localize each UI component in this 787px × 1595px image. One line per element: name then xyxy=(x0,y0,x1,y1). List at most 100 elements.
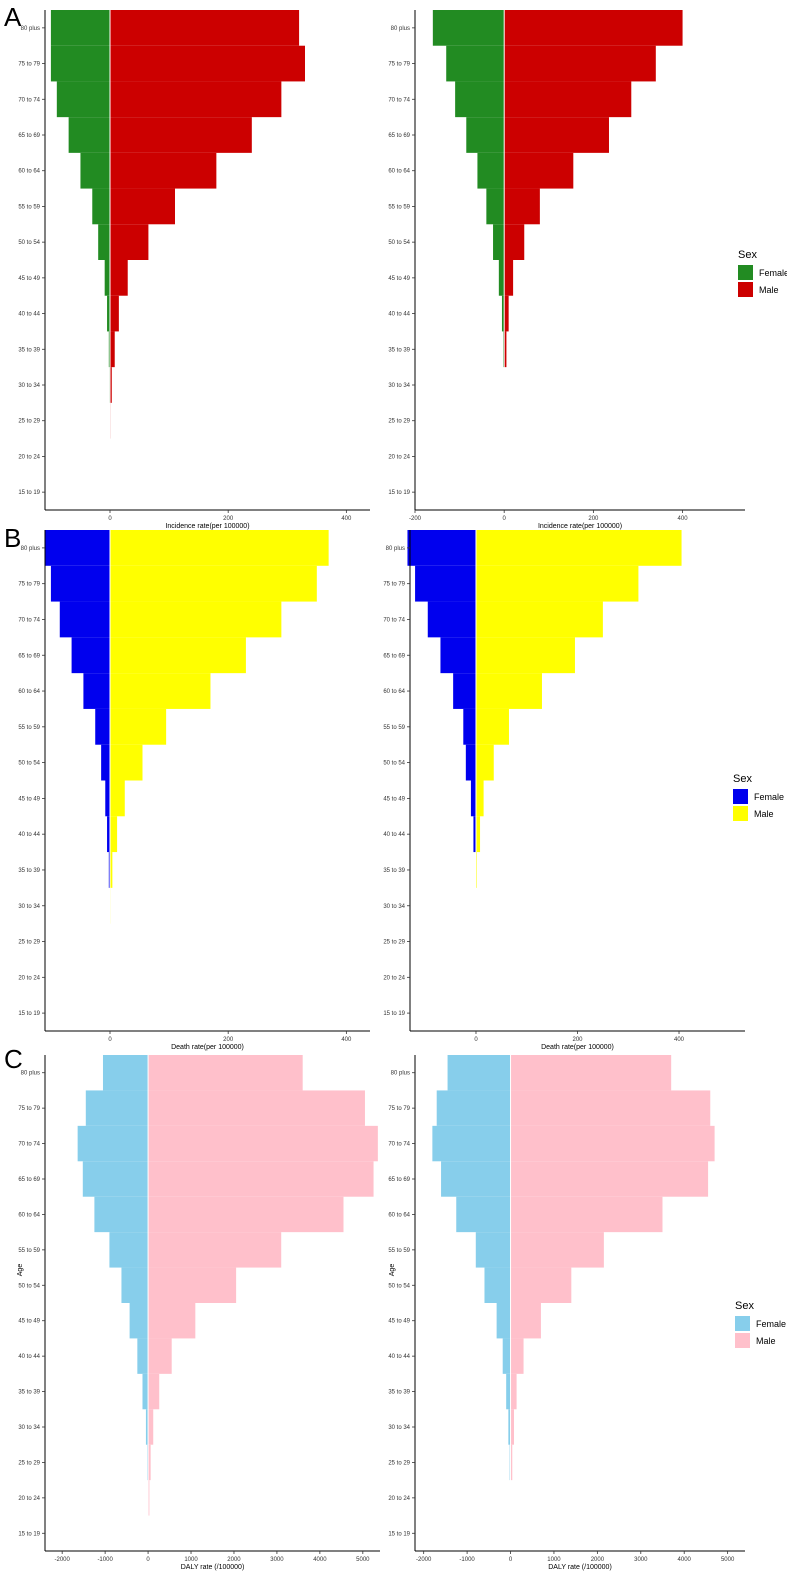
y-tick-label: 70 to 74 xyxy=(18,97,40,103)
y-tick-label: 50 to 54 xyxy=(383,761,405,767)
y-tick-label: 35 to 39 xyxy=(18,868,40,874)
bar-male xyxy=(148,1338,172,1374)
bar-male xyxy=(504,295,509,332)
x-axis-title: Death rate(per 100000) xyxy=(541,1044,614,1051)
bar-female xyxy=(56,81,110,118)
y-tick-label: 60 to 64 xyxy=(18,169,40,175)
y-tick-label: 45 to 49 xyxy=(18,1319,40,1325)
bar-female xyxy=(142,1373,149,1410)
y-tick-label: 30 to 34 xyxy=(383,904,405,910)
legend-label-male: Male xyxy=(754,809,774,819)
bar-male xyxy=(475,637,575,674)
legend-title: Sex xyxy=(733,773,752,785)
y-tick-label: 40 to 44 xyxy=(18,312,40,318)
legend-a: Sex Female Male xyxy=(738,249,787,297)
x-tick-label: 1000 xyxy=(184,1557,198,1563)
y-tick-label: 15 to 19 xyxy=(383,1011,405,1017)
bar-male xyxy=(148,1055,303,1091)
y-tick-label: 20 to 24 xyxy=(18,1496,40,1502)
y-tick-label: 50 to 54 xyxy=(388,1283,410,1289)
legend-label-male: Male xyxy=(759,285,779,295)
bar-male xyxy=(475,673,542,709)
y-tick-label: 60 to 64 xyxy=(18,1212,40,1218)
bar-female xyxy=(441,1161,511,1197)
bar-male xyxy=(510,1232,604,1268)
bar-female xyxy=(440,637,476,674)
bar-male xyxy=(110,224,149,260)
bar-male xyxy=(475,530,682,566)
bar-male xyxy=(510,1444,513,1481)
bar-male xyxy=(148,1090,365,1126)
y-tick-label: 30 to 34 xyxy=(18,904,40,910)
bar-female xyxy=(108,331,110,368)
y-tick-label: 65 to 69 xyxy=(383,653,405,659)
bar-male xyxy=(110,295,119,332)
y-tick-label: 15 to 19 xyxy=(388,1531,410,1537)
bar-female xyxy=(508,1409,511,1445)
bar-female xyxy=(137,1338,149,1374)
bar-female xyxy=(493,224,505,260)
bar-female xyxy=(104,260,110,296)
pyramid-chart-6: 15 to 19 20 to 24 25 to 29 30 to 34 35 to 39… xyxy=(388,1055,745,1571)
x-tick-label: 0 xyxy=(146,1557,150,1563)
bar-male xyxy=(510,1338,524,1374)
x-tick-label: 4000 xyxy=(678,1557,692,1563)
bar-female xyxy=(121,1267,149,1303)
bar-female xyxy=(50,565,110,602)
y-tick-label: 15 to 19 xyxy=(388,490,410,496)
bar-female xyxy=(80,152,110,189)
bar-male xyxy=(510,1373,517,1410)
bar-female xyxy=(455,81,505,118)
legend-title: Sex xyxy=(738,249,757,261)
bar-female xyxy=(484,1267,511,1303)
y-tick-label: 15 to 19 xyxy=(18,1011,40,1017)
bar-female xyxy=(145,1409,149,1445)
legend-swatch-male xyxy=(733,806,748,821)
bar-female xyxy=(98,224,110,260)
y-tick-label: 45 to 49 xyxy=(388,276,410,282)
y-tick-label: 55 to 59 xyxy=(18,725,40,731)
x-tick-label: -200 xyxy=(409,516,422,522)
bar-female xyxy=(108,852,110,888)
bar-female xyxy=(496,1303,511,1339)
legend-label-male: Male xyxy=(756,1336,776,1346)
bar-male xyxy=(110,260,128,296)
bar-male xyxy=(504,152,574,189)
y-tick-label: 45 to 49 xyxy=(18,276,40,282)
y-tick-label: 75 to 79 xyxy=(18,1106,40,1112)
y-axis-title: Age xyxy=(17,1264,24,1277)
pyramid-chart-2: 15 to 19 20 to 24 25 to 29 30 to 34 35 to 39… xyxy=(388,10,745,530)
bar-female xyxy=(446,45,505,82)
bar-male xyxy=(148,1373,160,1410)
x-tick-label: 0 xyxy=(108,516,112,522)
bar-male xyxy=(510,1161,709,1197)
x-tick-label: 400 xyxy=(341,516,352,522)
y-tick-label: 20 to 24 xyxy=(18,975,40,981)
bar-male xyxy=(510,1055,672,1091)
y-tick-label: 25 to 29 xyxy=(18,940,40,946)
pyramid-chart-3: 15 to 19 20 to 24 25 to 29 30 to 34 35 to 39… xyxy=(18,530,370,1051)
y-tick-label: 75 to 79 xyxy=(18,582,40,588)
bar-female xyxy=(102,1055,149,1091)
bar-male xyxy=(504,331,507,368)
legend-swatch-female xyxy=(738,265,753,280)
y-tick-label: 30 to 34 xyxy=(388,1425,410,1431)
x-tick-label: 2000 xyxy=(591,1557,605,1563)
y-tick-label: 80 plus xyxy=(391,26,410,32)
y-tick-label: 55 to 59 xyxy=(388,1248,410,1254)
y-tick-label: 60 to 64 xyxy=(388,1212,410,1218)
bar-male xyxy=(110,780,125,817)
y-axis-title: Age xyxy=(389,1264,396,1277)
panel-letter-b: B xyxy=(4,523,21,553)
x-tick-label: 400 xyxy=(678,516,689,522)
bar-female xyxy=(486,188,505,225)
x-tick-label: -1000 xyxy=(97,1557,113,1563)
pyramid-chart-4: 15 to 19 20 to 24 25 to 29 30 to 34 35 to 39… xyxy=(383,530,745,1051)
legend-label-female: Female xyxy=(754,792,784,802)
legend-title: Sex xyxy=(735,1300,754,1312)
y-tick-label: 60 to 64 xyxy=(18,689,40,695)
bar-male xyxy=(510,1090,711,1126)
y-tick-label: 40 to 44 xyxy=(388,1354,410,1360)
y-tick-label: 55 to 59 xyxy=(18,204,40,210)
